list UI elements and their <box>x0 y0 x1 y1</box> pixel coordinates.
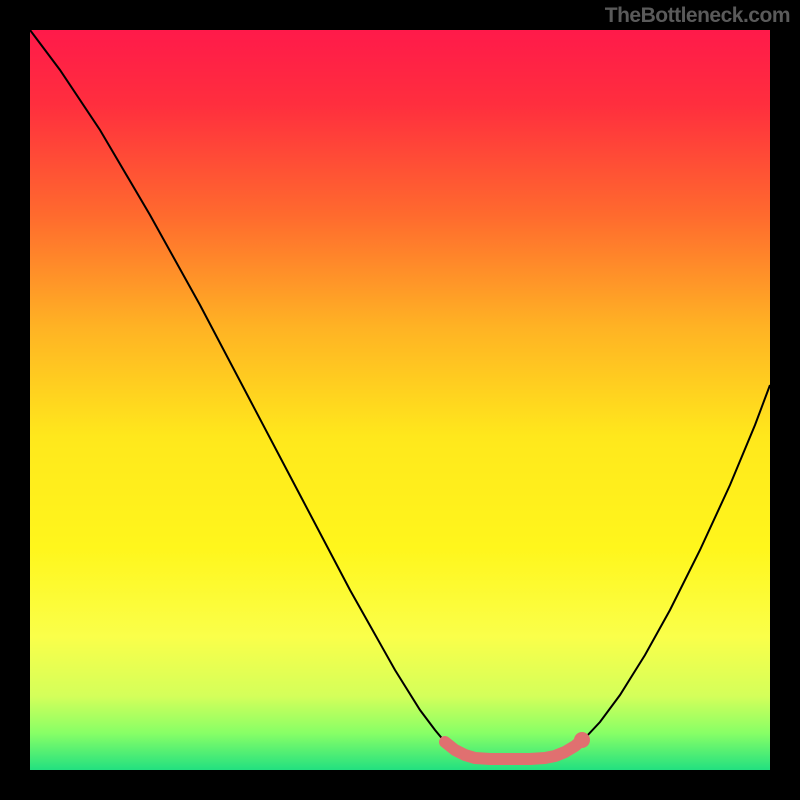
bottleneck-chart <box>0 0 800 800</box>
plot-background <box>30 30 770 770</box>
watermark-text: TheBottleneck.com <box>605 4 790 28</box>
highlight-end-marker <box>574 732 590 748</box>
